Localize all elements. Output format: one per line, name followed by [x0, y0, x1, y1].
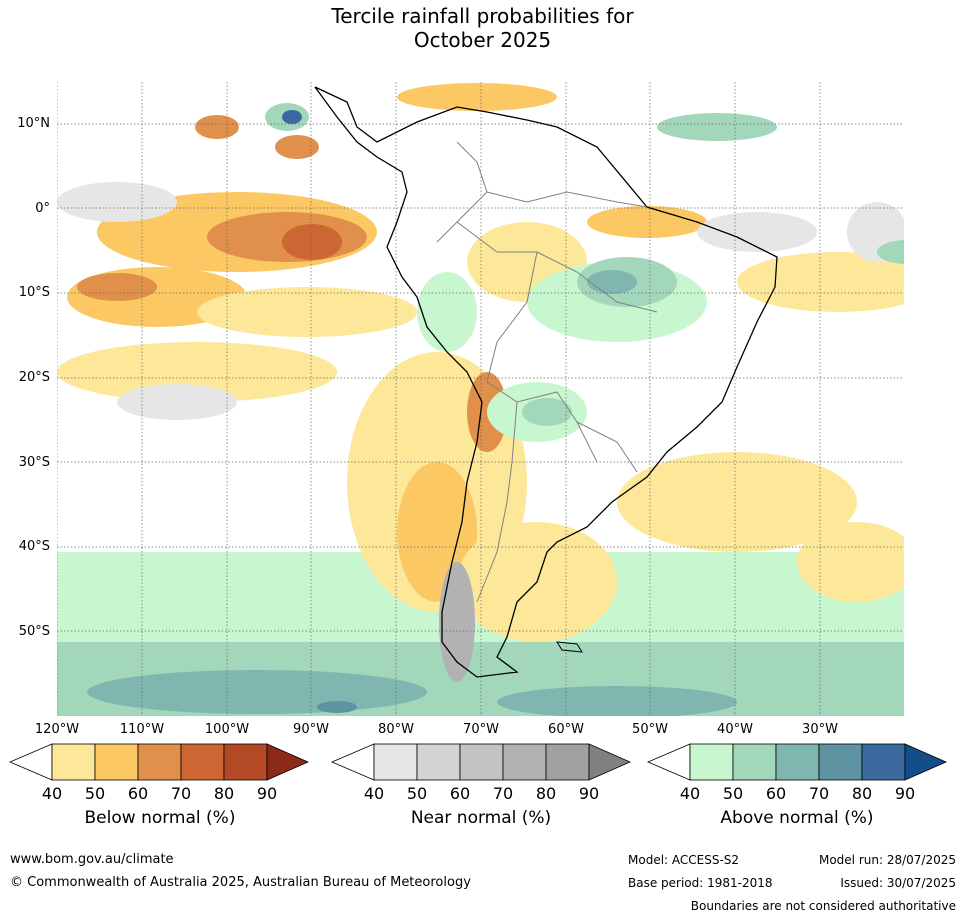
colorbar-segment — [51, 743, 96, 781]
colorbar-segment — [775, 743, 820, 781]
colorbar-segment — [502, 743, 547, 781]
colorbar-tick: 80 — [535, 784, 557, 803]
colorbar-segment — [266, 743, 309, 781]
colorbar-segment — [646, 743, 691, 781]
colorbar-tick: 70 — [808, 784, 830, 803]
colorbar-below — [8, 743, 309, 781]
lon-label-80w: 80°W — [378, 722, 414, 737]
colorbar-tick: 60 — [127, 784, 149, 803]
colorbar-segment — [180, 743, 225, 781]
colorbar-segment — [588, 743, 631, 781]
graticule — [57, 82, 904, 716]
lon-label-30w: 30°W — [802, 722, 838, 737]
country-borders — [436, 141, 658, 603]
colorbar-segment — [689, 743, 734, 781]
lat-label-10n: 10°N — [17, 116, 50, 131]
lon-label-110w: 110°W — [119, 722, 165, 737]
lat-label-20s: 20°S — [18, 370, 50, 385]
colorbar-segment — [416, 743, 461, 781]
lon-label-100w: 100°W — [204, 722, 250, 737]
colorbar-above — [646, 743, 947, 781]
footer-boundaries: Boundaries are not considered authoritat… — [690, 899, 956, 913]
colorbar-tick: 70 — [170, 784, 192, 803]
footer-model: Model: ACCESS-S2 — [628, 853, 740, 867]
lat-label-30s: 30°S — [18, 455, 50, 470]
lat-label-10s: 10°S — [18, 285, 50, 300]
rainfall-map — [57, 82, 904, 716]
lon-label-70w: 70°W — [463, 722, 499, 737]
colorbar-segment — [861, 743, 906, 781]
colorbar-segment — [904, 743, 947, 781]
title-line-2: October 2025 — [413, 28, 552, 52]
colorbar-segment — [459, 743, 504, 781]
lon-label-120w: 120°W — [34, 722, 80, 737]
colorbar-tick: 90 — [256, 784, 278, 803]
colorbar-tick: 80 — [851, 784, 873, 803]
lon-label-50w: 50°W — [632, 722, 668, 737]
colorbar-segment — [373, 743, 418, 781]
colorbar-tick: 60 — [765, 784, 787, 803]
chart-title: Tercile rainfall probabilities for Octob… — [0, 4, 965, 52]
colorbar-tick: 70 — [492, 784, 514, 803]
colorbar-above-title: Above normal (%) — [720, 808, 874, 828]
colorbar-segment — [137, 743, 182, 781]
lat-label-0: 0° — [35, 201, 50, 216]
footer-copyright: © Commonwealth of Australia 2025, Austra… — [10, 875, 471, 890]
lat-label-50s: 50°S — [18, 624, 50, 639]
colorbar-tick: 50 — [406, 784, 428, 803]
colorbar-tick: 60 — [449, 784, 471, 803]
colorbar-segment — [545, 743, 590, 781]
colorbar-segment — [330, 743, 375, 781]
title-line-1: Tercile rainfall probabilities for — [331, 4, 634, 28]
colorbar-tick: 40 — [679, 784, 701, 803]
colorbar-below-title: Below normal (%) — [84, 808, 236, 828]
lon-label-40w: 40°W — [717, 722, 753, 737]
colorbar-segment — [94, 743, 139, 781]
south-america-coastline — [314, 86, 778, 678]
colorbar-tick: 80 — [213, 784, 235, 803]
falkland-islands — [556, 641, 583, 653]
colorbar-tick: 50 — [722, 784, 744, 803]
colorbar-segment — [732, 743, 777, 781]
colorbar-segment — [8, 743, 53, 781]
lon-label-90w: 90°W — [293, 722, 329, 737]
footer-issued: Issued: 30/07/2025 — [840, 876, 956, 890]
map-svg — [57, 82, 904, 716]
colorbar-segment — [223, 743, 268, 781]
colorbar-near-title: Near normal (%) — [410, 808, 552, 828]
colorbar-tick: 40 — [363, 784, 385, 803]
footer-model-run: Model run: 28/07/2025 — [818, 853, 956, 867]
lon-label-60w: 60°W — [548, 722, 584, 737]
lat-label-40s: 40°S — [18, 539, 50, 554]
colorbar-tick: 90 — [894, 784, 916, 803]
colorbar-near — [330, 743, 631, 781]
footer-url[interactable]: www.bom.gov.au/climate — [10, 852, 174, 867]
probability-shading — [57, 83, 904, 716]
footer-base-period: Base period: 1981-2018 — [628, 876, 773, 890]
colorbar-tick: 40 — [41, 784, 63, 803]
colorbar-segment — [818, 743, 863, 781]
colorbar-tick: 90 — [578, 784, 600, 803]
colorbar-tick: 50 — [84, 784, 106, 803]
